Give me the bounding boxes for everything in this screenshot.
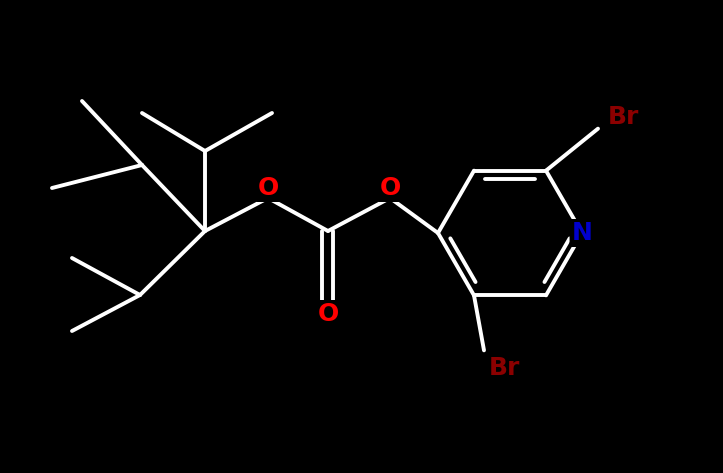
Text: O: O (317, 302, 338, 326)
Text: O: O (380, 176, 401, 200)
Text: Br: Br (488, 356, 520, 380)
Text: O: O (257, 176, 278, 200)
Text: Br: Br (607, 105, 638, 129)
Text: N: N (572, 221, 592, 245)
